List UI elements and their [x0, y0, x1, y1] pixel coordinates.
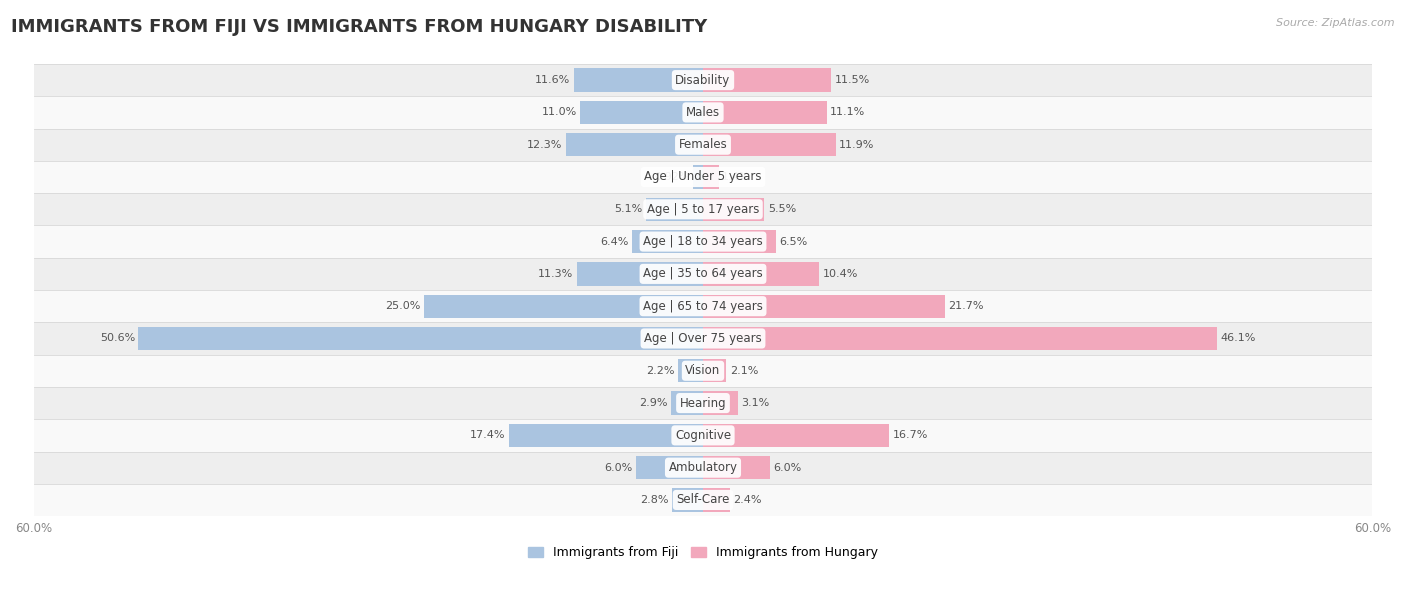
- Text: 17.4%: 17.4%: [470, 430, 506, 441]
- Bar: [703, 230, 776, 253]
- Bar: [34, 96, 1372, 129]
- Text: Cognitive: Cognitive: [675, 429, 731, 442]
- Text: 6.0%: 6.0%: [605, 463, 633, 472]
- Bar: [703, 133, 835, 156]
- Bar: [34, 193, 1372, 225]
- Bar: [703, 392, 738, 415]
- Text: Age | 35 to 64 years: Age | 35 to 64 years: [643, 267, 763, 280]
- Text: Age | 65 to 74 years: Age | 65 to 74 years: [643, 300, 763, 313]
- Bar: [34, 161, 1372, 193]
- Bar: [703, 198, 765, 221]
- Bar: [703, 101, 827, 124]
- Bar: [647, 198, 703, 221]
- Bar: [703, 456, 770, 479]
- Text: 5.1%: 5.1%: [614, 204, 643, 214]
- Bar: [703, 359, 727, 382]
- Bar: [34, 290, 1372, 323]
- Bar: [703, 69, 831, 92]
- Bar: [34, 419, 1372, 452]
- Bar: [703, 424, 890, 447]
- Bar: [138, 327, 703, 350]
- Bar: [425, 294, 703, 318]
- Bar: [34, 129, 1372, 161]
- Bar: [631, 230, 703, 253]
- Text: Age | 18 to 34 years: Age | 18 to 34 years: [643, 235, 763, 248]
- Text: 1.4%: 1.4%: [721, 172, 751, 182]
- Bar: [703, 263, 820, 286]
- Text: Age | Under 5 years: Age | Under 5 years: [644, 171, 762, 184]
- Text: 50.6%: 50.6%: [100, 334, 135, 343]
- Bar: [34, 452, 1372, 484]
- Bar: [34, 225, 1372, 258]
- Text: 25.0%: 25.0%: [385, 301, 420, 311]
- Text: Females: Females: [679, 138, 727, 151]
- Legend: Immigrants from Fiji, Immigrants from Hungary: Immigrants from Fiji, Immigrants from Hu…: [523, 541, 883, 564]
- Text: Disability: Disability: [675, 73, 731, 87]
- Bar: [703, 165, 718, 188]
- Bar: [703, 327, 1218, 350]
- Text: IMMIGRANTS FROM FIJI VS IMMIGRANTS FROM HUNGARY DISABILITY: IMMIGRANTS FROM FIJI VS IMMIGRANTS FROM …: [11, 18, 707, 36]
- Text: 11.1%: 11.1%: [830, 107, 866, 118]
- Bar: [34, 323, 1372, 354]
- Text: Age | 5 to 17 years: Age | 5 to 17 years: [647, 203, 759, 216]
- Bar: [581, 101, 703, 124]
- Text: 2.4%: 2.4%: [733, 495, 762, 505]
- Text: 6.4%: 6.4%: [600, 237, 628, 247]
- Text: Source: ZipAtlas.com: Source: ZipAtlas.com: [1277, 18, 1395, 28]
- Text: 11.6%: 11.6%: [534, 75, 571, 85]
- Text: Vision: Vision: [685, 364, 721, 377]
- Bar: [565, 133, 703, 156]
- Bar: [574, 69, 703, 92]
- Text: Males: Males: [686, 106, 720, 119]
- Bar: [509, 424, 703, 447]
- Text: 2.8%: 2.8%: [640, 495, 668, 505]
- Text: 6.0%: 6.0%: [773, 463, 801, 472]
- Bar: [672, 488, 703, 512]
- Bar: [576, 263, 703, 286]
- Bar: [34, 387, 1372, 419]
- Text: 0.92%: 0.92%: [654, 172, 689, 182]
- Bar: [671, 392, 703, 415]
- Text: 5.5%: 5.5%: [768, 204, 796, 214]
- Text: 21.7%: 21.7%: [949, 301, 984, 311]
- Text: 12.3%: 12.3%: [527, 140, 562, 150]
- Text: 10.4%: 10.4%: [823, 269, 858, 279]
- Text: 2.2%: 2.2%: [647, 366, 675, 376]
- Text: Ambulatory: Ambulatory: [668, 461, 738, 474]
- Text: Self-Care: Self-Care: [676, 493, 730, 507]
- Text: 11.9%: 11.9%: [839, 140, 875, 150]
- Text: 16.7%: 16.7%: [893, 430, 928, 441]
- Text: Hearing: Hearing: [679, 397, 727, 409]
- Bar: [636, 456, 703, 479]
- Bar: [34, 258, 1372, 290]
- Text: 46.1%: 46.1%: [1220, 334, 1256, 343]
- Bar: [34, 64, 1372, 96]
- Text: 2.9%: 2.9%: [638, 398, 668, 408]
- Bar: [34, 354, 1372, 387]
- Bar: [703, 488, 730, 512]
- Text: 11.3%: 11.3%: [538, 269, 574, 279]
- Text: 3.1%: 3.1%: [741, 398, 769, 408]
- Text: 11.0%: 11.0%: [541, 107, 576, 118]
- Bar: [693, 165, 703, 188]
- Text: Age | Over 75 years: Age | Over 75 years: [644, 332, 762, 345]
- Text: 2.1%: 2.1%: [730, 366, 758, 376]
- Bar: [679, 359, 703, 382]
- Text: 6.5%: 6.5%: [779, 237, 807, 247]
- Bar: [34, 484, 1372, 516]
- Bar: [703, 294, 945, 318]
- Text: 11.5%: 11.5%: [835, 75, 870, 85]
